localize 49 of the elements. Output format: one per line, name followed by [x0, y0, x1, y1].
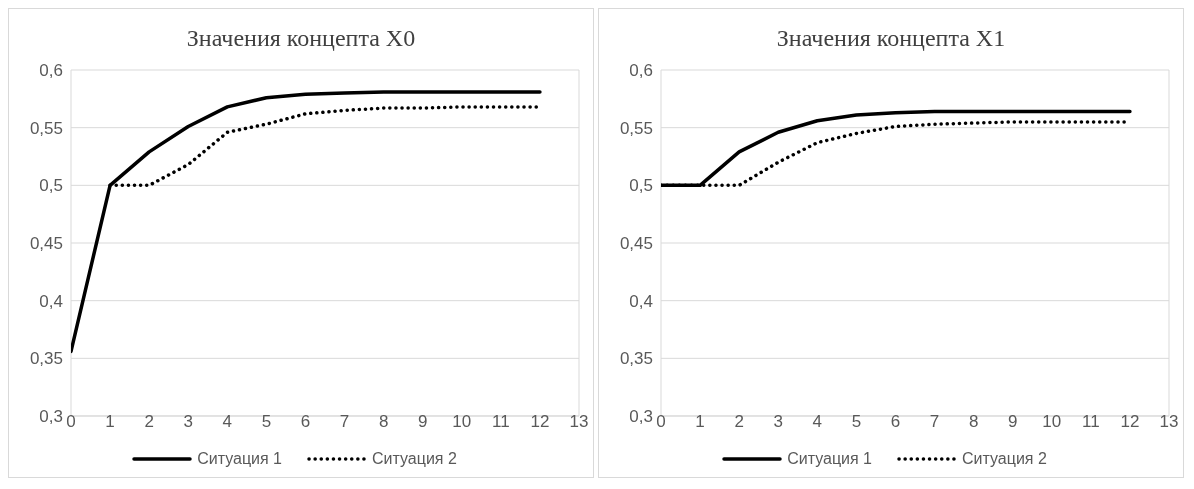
y-tick-label: 0,6 [39, 61, 63, 81]
x-tick-label: 12 [530, 412, 550, 432]
x-tick-label: 13 [1159, 412, 1179, 432]
legend-label: Ситуация 1 [197, 450, 282, 468]
chart-title: Значения концепта X1 [775, 25, 1007, 52]
y-tick-label: 0,5 [629, 176, 653, 196]
y-tick-label: 0,55 [619, 118, 653, 138]
y-tick-label: 0,3 [629, 407, 653, 427]
x-tick-label: 4 [812, 412, 823, 432]
x-tick-label: 9 [417, 412, 428, 432]
x-tick-label: 5 [261, 412, 272, 432]
x-tick-label: 0 [656, 412, 666, 432]
x-tick-label: 6 [300, 412, 311, 432]
y-tick-label: 0,35 [29, 349, 63, 369]
x-tick-label: 5 [851, 412, 862, 432]
x-tick-label: 2 [144, 412, 154, 432]
x-tick-label: 11 [1082, 412, 1100, 432]
x-tick-label: 10 [452, 412, 472, 432]
y-tick-label: 0,45 [29, 234, 63, 254]
x-tick-label: 7 [339, 412, 350, 432]
legend-label: Ситуация 1 [787, 450, 872, 468]
legend-label: Ситуация 2 [962, 450, 1047, 468]
x-tick-label: 1 [105, 412, 115, 432]
x-tick-label: 8 [378, 412, 389, 432]
x-tick-label: 4 [222, 412, 233, 432]
x-tick-label: 3 [183, 412, 193, 432]
y-tick-label: 0,55 [29, 118, 63, 138]
x-tick-label: 3 [773, 412, 783, 432]
x-tick-label: 2 [734, 412, 744, 432]
x-tick-label: 13 [569, 412, 589, 432]
x-tick-label: 0 [66, 412, 76, 432]
x-tick-label: 6 [890, 412, 901, 432]
y-tick-label: 0,6 [629, 61, 653, 81]
chart-title: Значения концепта X0 [185, 25, 417, 52]
legend-label: Ситуация 2 [372, 450, 457, 468]
line-series [71, 90, 542, 354]
y-tick-label: 0,4 [39, 291, 63, 311]
y-tick-label: 0,5 [39, 176, 63, 196]
x-tick-label: 1 [695, 412, 705, 432]
x-tick-label: 7 [929, 412, 940, 432]
y-tick-label: 0,4 [629, 291, 653, 311]
y-tick-label: 0,35 [619, 349, 653, 369]
x-tick-label: 10 [1042, 412, 1062, 432]
x-tick-label: 8 [968, 412, 979, 432]
y-tick-label: 0,45 [619, 234, 653, 254]
y-tick-label: 0,3 [39, 407, 63, 427]
x-tick-label: 12 [1120, 412, 1140, 432]
x-tick-label: 11 [492, 412, 510, 432]
x-tick-label: 9 [1007, 412, 1018, 432]
